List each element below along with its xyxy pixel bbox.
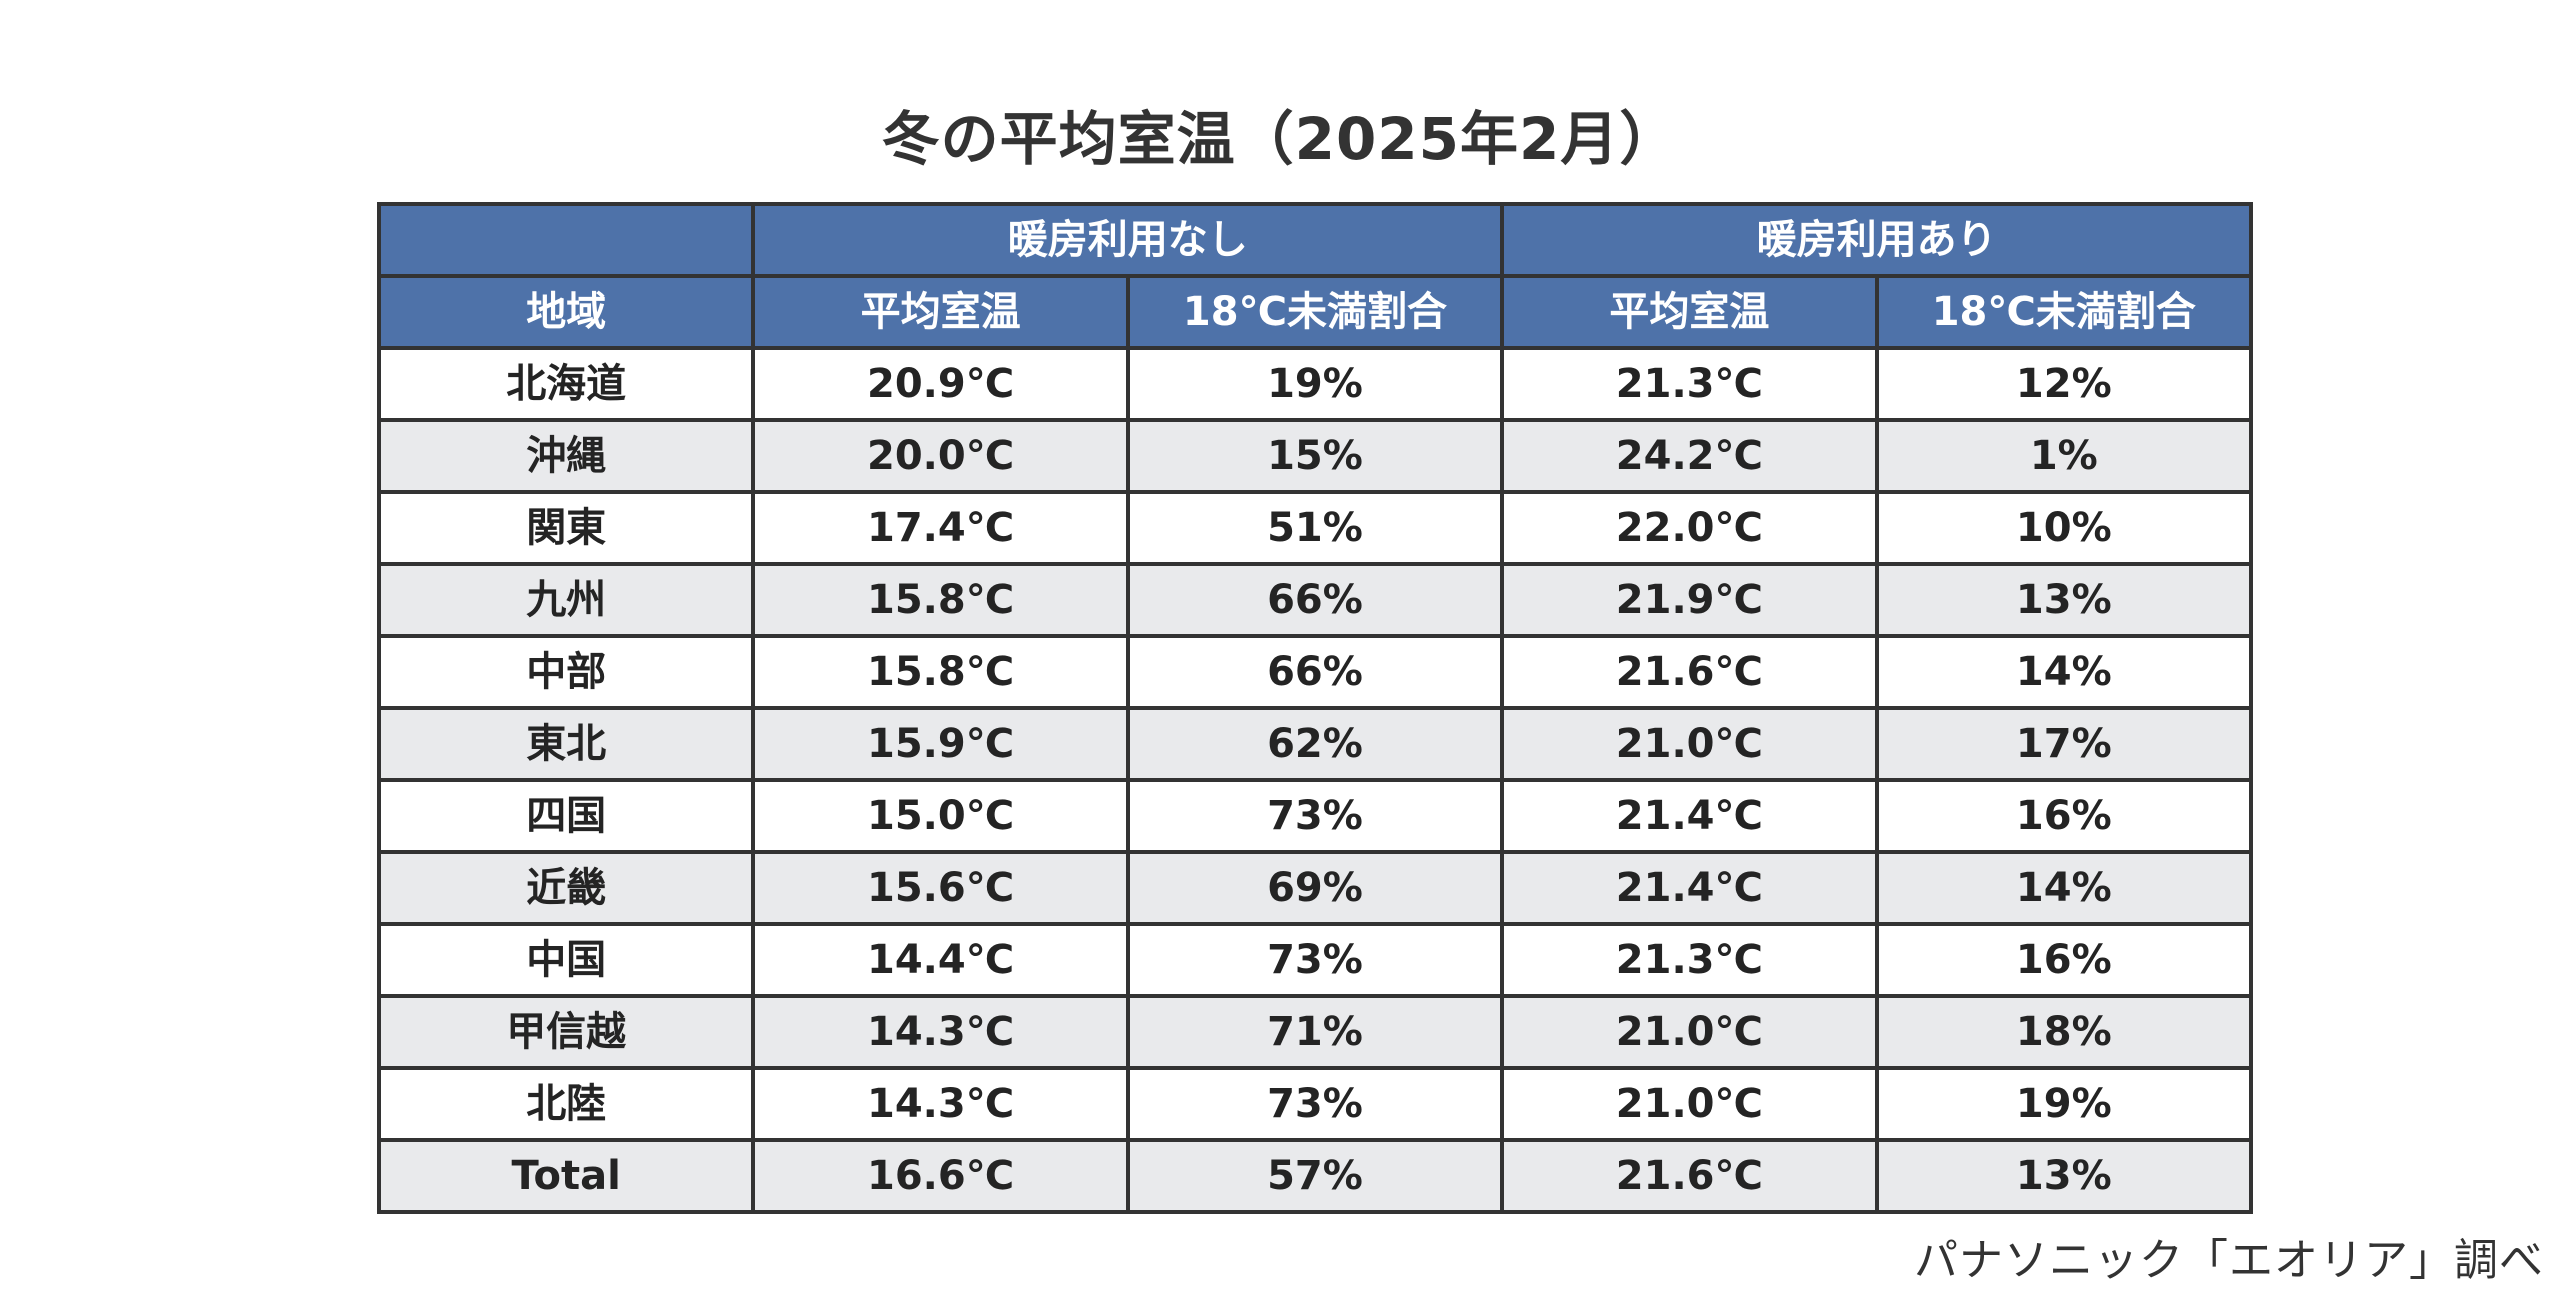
value-cell: 71%: [1125, 994, 1505, 1070]
value-cell: 21.4℃: [1500, 850, 1879, 926]
table-row: 甲信越 14.3℃ 71% 21.0℃ 18%: [376, 994, 2254, 1070]
table-row: 中部 15.8℃ 66% 21.6℃ 14%: [376, 634, 2254, 710]
value-cell: 14.3℃: [751, 1066, 1130, 1142]
group-header-no-heating: 暖房利用なし: [751, 202, 1505, 278]
table-row: 東北 15.9℃ 62% 21.0℃ 17%: [376, 706, 2254, 782]
value-cell: 14.3℃: [751, 994, 1130, 1070]
value-cell: 22.0℃: [1500, 490, 1879, 566]
table-body: 北海道 20.9℃ 19% 21.3℃ 12% 沖縄 20.0℃ 15% 24.…: [376, 346, 2254, 1214]
value-cell: 21.0℃: [1500, 1066, 1879, 1142]
value-cell: 15.8℃: [751, 634, 1130, 710]
value-cell: 14.4℃: [751, 922, 1130, 998]
value-cell: 14%: [1874, 850, 2254, 926]
region-cell: 九州: [376, 562, 756, 638]
value-cell: 19%: [1874, 1066, 2254, 1142]
value-cell: 73%: [1125, 778, 1505, 854]
table-row-total: Total 16.6℃ 57% 21.6℃ 13%: [376, 1138, 2254, 1214]
table-row: 北陸 14.3℃ 73% 21.0℃ 19%: [376, 1066, 2254, 1142]
value-cell: 21.3℃: [1500, 922, 1879, 998]
table-row: 九州 15.8℃ 66% 21.9℃ 13%: [376, 562, 2254, 638]
value-cell: 14%: [1874, 634, 2254, 710]
table-row: 四国 15.0℃ 73% 21.4℃ 16%: [376, 778, 2254, 854]
region-cell: 東北: [376, 706, 756, 782]
column-header-region: 地域: [376, 274, 756, 350]
column-header-avg-temp-no-heating: 平均室温: [751, 274, 1130, 350]
value-cell: 24.2℃: [1500, 418, 1879, 494]
column-header-below18-no-heating: 18℃未満割合: [1125, 274, 1505, 350]
value-cell: 66%: [1125, 562, 1505, 638]
region-cell: 近畿: [376, 850, 756, 926]
region-cell: 沖縄: [376, 418, 756, 494]
value-cell: 21.6℃: [1500, 634, 1879, 710]
value-cell: 1%: [1874, 418, 2254, 494]
value-cell: 18%: [1874, 994, 2254, 1070]
group-header-row: 暖房利用なし 暖房利用あり: [376, 202, 2253, 278]
value-cell: 15.0℃: [751, 778, 1130, 854]
value-cell: 17.4℃: [751, 490, 1130, 566]
value-cell: 13%: [1874, 562, 2254, 638]
value-cell: 15.6℃: [751, 850, 1130, 926]
value-cell: 20.9℃: [751, 346, 1130, 422]
table-row: 中国 14.4℃ 73% 21.3℃ 16%: [376, 922, 2254, 998]
value-cell: 15.9℃: [751, 706, 1130, 782]
value-cell: 69%: [1125, 850, 1505, 926]
value-cell: 73%: [1125, 1066, 1505, 1142]
value-cell: 21.9℃: [1500, 562, 1879, 638]
region-cell: 中国: [376, 922, 756, 998]
value-cell: 21.0℃: [1500, 706, 1879, 782]
group-header-with-heating: 暖房利用あり: [1500, 202, 2253, 278]
value-cell: 16.6℃: [751, 1138, 1130, 1214]
value-cell: 10%: [1874, 490, 2254, 566]
value-cell: 15.8℃: [751, 562, 1130, 638]
value-cell: 20.0℃: [751, 418, 1130, 494]
value-cell: 16%: [1874, 922, 2254, 998]
table-row: 沖縄 20.0℃ 15% 24.2℃ 1%: [376, 418, 2254, 494]
group-header-empty-cell: [376, 202, 756, 278]
value-cell: 57%: [1125, 1138, 1505, 1214]
region-cell: 中部: [376, 634, 756, 710]
value-cell: 13%: [1874, 1138, 2254, 1214]
value-cell: 21.3℃: [1500, 346, 1879, 422]
value-cell: 51%: [1125, 490, 1505, 566]
source-note: パナソニック「エオリア」調べ: [1914, 1235, 2544, 1286]
value-cell: 17%: [1874, 706, 2254, 782]
table-container: 暖房利用なし 暖房利用あり 地域 平均室温 18℃未満割合 平均室温 18℃未満…: [376, 202, 2254, 1214]
column-header-row: 地域 平均室温 18℃未満割合 平均室温 18℃未満割合: [376, 274, 2254, 350]
value-cell: 21.4℃: [1500, 778, 1879, 854]
table-row: 北海道 20.9℃ 19% 21.3℃ 12%: [376, 346, 2254, 422]
value-cell: 19%: [1125, 346, 1505, 422]
page-title: 冬の平均室温（2025年2月）: [881, 105, 1679, 173]
region-cell: Total: [376, 1138, 756, 1214]
table-row: 近畿 15.6℃ 69% 21.4℃ 14%: [376, 850, 2254, 926]
region-cell: 関東: [376, 490, 756, 566]
column-header-avg-temp-with-heating: 平均室温: [1500, 274, 1879, 350]
region-cell: 四国: [376, 778, 756, 854]
table-row: 関東 17.4℃ 51% 22.0℃ 10%: [376, 490, 2254, 566]
table-header: 暖房利用なし 暖房利用あり 地域 平均室温 18℃未満割合 平均室温 18℃未満…: [376, 202, 2254, 350]
region-cell: 北陸: [376, 1066, 756, 1142]
value-cell: 66%: [1125, 634, 1505, 710]
value-cell: 21.0℃: [1500, 994, 1879, 1070]
region-cell: 北海道: [376, 346, 756, 422]
value-cell: 15%: [1125, 418, 1505, 494]
room-temperature-table: 暖房利用なし 暖房利用あり 地域 平均室温 18℃未満割合 平均室温 18℃未満…: [376, 202, 2254, 1214]
value-cell: 73%: [1125, 922, 1505, 998]
value-cell: 62%: [1125, 706, 1505, 782]
value-cell: 21.6℃: [1500, 1138, 1879, 1214]
region-cell: 甲信越: [376, 994, 756, 1070]
value-cell: 12%: [1874, 346, 2254, 422]
value-cell: 16%: [1874, 778, 2254, 854]
column-header-below18-with-heating: 18℃未満割合: [1874, 274, 2254, 350]
